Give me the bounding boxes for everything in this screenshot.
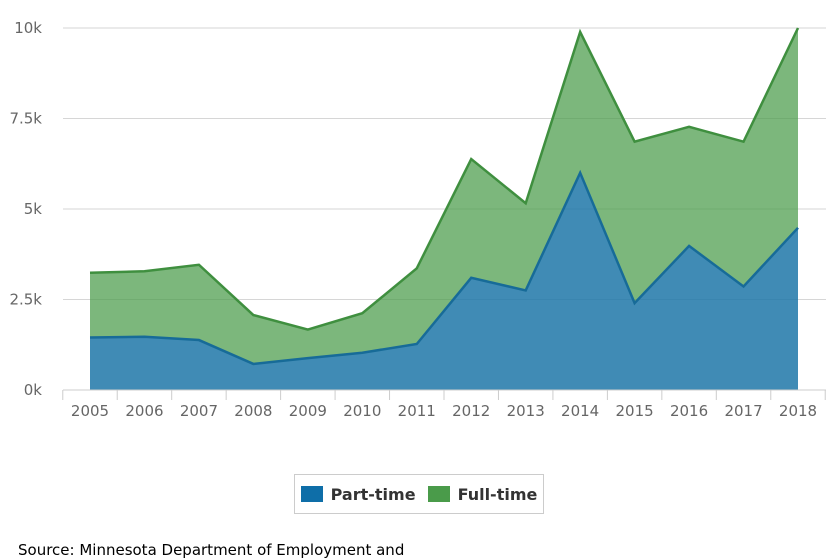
x-tick-label: 2015 bbox=[616, 402, 654, 420]
y-axis-ticks: 0k 2.5k 5k 7.5k 10k bbox=[9, 19, 42, 399]
x-tick-label: 2011 bbox=[398, 402, 436, 420]
x-tick-label: 2010 bbox=[343, 402, 381, 420]
x-tick-label: 2008 bbox=[234, 402, 272, 420]
x-tick-label: 2009 bbox=[289, 402, 327, 420]
x-tick-label: 2005 bbox=[71, 402, 109, 420]
x-tick-label: 2014 bbox=[561, 402, 599, 420]
legend-swatch-part-time bbox=[300, 486, 323, 502]
x-axis: 2005 2006 2007 2008 2009 2010 2011 2012 2013 2014… bbox=[62, 389, 826, 420]
legend-item-part-time[interactable]: Part-time bbox=[300, 484, 416, 504]
x-tick-label: 2012 bbox=[452, 402, 490, 420]
legend-item-full-time[interactable]: Full-time bbox=[427, 484, 538, 504]
legend-label-full-time: Full-time bbox=[457, 484, 538, 504]
x-tick-label: 2007 bbox=[180, 402, 218, 420]
line-part-time bbox=[89, 169, 799, 366]
legend-label-part-time: Part-time bbox=[330, 484, 416, 504]
y-tick-label: 7.5k bbox=[9, 110, 42, 128]
y-tick-label: 0k bbox=[24, 381, 43, 399]
y-tick-label: 10k bbox=[14, 19, 42, 37]
x-tick-label: 2018 bbox=[779, 402, 817, 420]
legend: Part-time Full-time bbox=[294, 474, 544, 514]
x-tick-label: 2006 bbox=[125, 402, 163, 420]
x-tick-label: 2016 bbox=[670, 402, 708, 420]
line-full-time bbox=[89, 27, 800, 331]
area-part-time bbox=[90, 172, 798, 390]
legend-swatch-full-time bbox=[427, 486, 450, 502]
y-tick-label: 5k bbox=[24, 200, 43, 218]
area-full-time bbox=[90, 28, 798, 364]
x-tick-label: 2017 bbox=[724, 402, 762, 420]
source-note: Source: Minnesota Department of Employme… bbox=[18, 541, 405, 559]
series-areas bbox=[89, 27, 800, 390]
y-tick-label: 2.5k bbox=[9, 291, 42, 309]
x-tick-label: 2013 bbox=[507, 402, 545, 420]
stacked-area-chart: 0k 2.5k 5k 7.5k 10k 2005 2006 2007 2008 2009 2010… bbox=[9, 19, 826, 420]
